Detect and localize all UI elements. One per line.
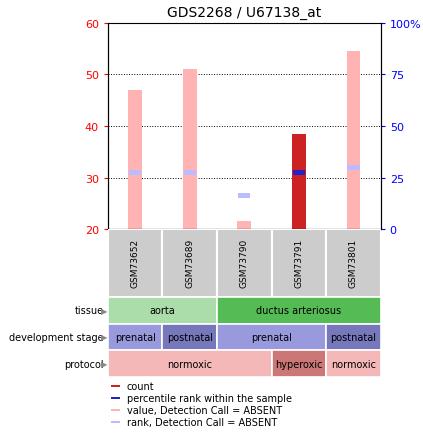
Bar	[217, 230, 272, 297]
Bar	[108, 351, 272, 378]
Text: prenatal: prenatal	[251, 332, 292, 342]
Text: GSM73689: GSM73689	[185, 239, 194, 288]
Text: postnatal: postnatal	[330, 332, 376, 342]
Bar	[272, 351, 326, 378]
Bar	[110, 397, 121, 399]
Text: ▶: ▶	[101, 306, 107, 315]
Text: postnatal: postnatal	[167, 332, 213, 342]
Text: ▶: ▶	[101, 333, 107, 342]
Bar	[292, 135, 306, 230]
Bar	[346, 52, 360, 230]
Bar	[237, 222, 251, 230]
Text: development stage: development stage	[9, 332, 104, 342]
Text: GSM73801: GSM73801	[349, 239, 358, 288]
Bar	[217, 324, 326, 351]
Bar	[108, 297, 217, 324]
Text: aorta: aorta	[150, 306, 175, 315]
Bar	[162, 230, 217, 297]
Bar	[293, 171, 305, 176]
Text: rank, Detection Call = ABSENT: rank, Detection Call = ABSENT	[127, 417, 277, 427]
Text: ductus arteriosus: ductus arteriosus	[256, 306, 341, 315]
Text: GSM73791: GSM73791	[294, 239, 303, 288]
Text: normoxic: normoxic	[331, 359, 376, 369]
Bar	[184, 171, 196, 176]
Text: value, Detection Call = ABSENT: value, Detection Call = ABSENT	[127, 405, 282, 414]
Bar	[326, 351, 381, 378]
Bar	[110, 409, 121, 411]
Bar	[326, 324, 381, 351]
Bar	[238, 194, 250, 199]
Text: hyperoxic: hyperoxic	[275, 359, 323, 369]
Text: normoxic: normoxic	[167, 359, 212, 369]
Text: tissue: tissue	[74, 306, 104, 315]
Bar	[110, 385, 121, 387]
Bar	[128, 91, 142, 230]
Text: prenatal: prenatal	[115, 332, 156, 342]
Title: GDS2268 / U67138_at: GDS2268 / U67138_at	[167, 6, 321, 20]
Bar	[326, 230, 381, 297]
Bar	[108, 230, 162, 297]
Bar	[110, 421, 121, 423]
Bar	[347, 165, 360, 171]
Text: count: count	[127, 381, 154, 391]
Bar	[108, 324, 162, 351]
Bar	[217, 297, 381, 324]
Text: protocol: protocol	[64, 359, 104, 369]
Text: ▶: ▶	[101, 360, 107, 368]
Bar	[183, 70, 197, 230]
Bar	[162, 324, 217, 351]
Text: GSM73790: GSM73790	[240, 239, 249, 288]
Bar	[129, 171, 141, 176]
Text: GSM73652: GSM73652	[131, 239, 140, 288]
Bar	[272, 230, 326, 297]
Text: percentile rank within the sample: percentile rank within the sample	[127, 393, 292, 403]
